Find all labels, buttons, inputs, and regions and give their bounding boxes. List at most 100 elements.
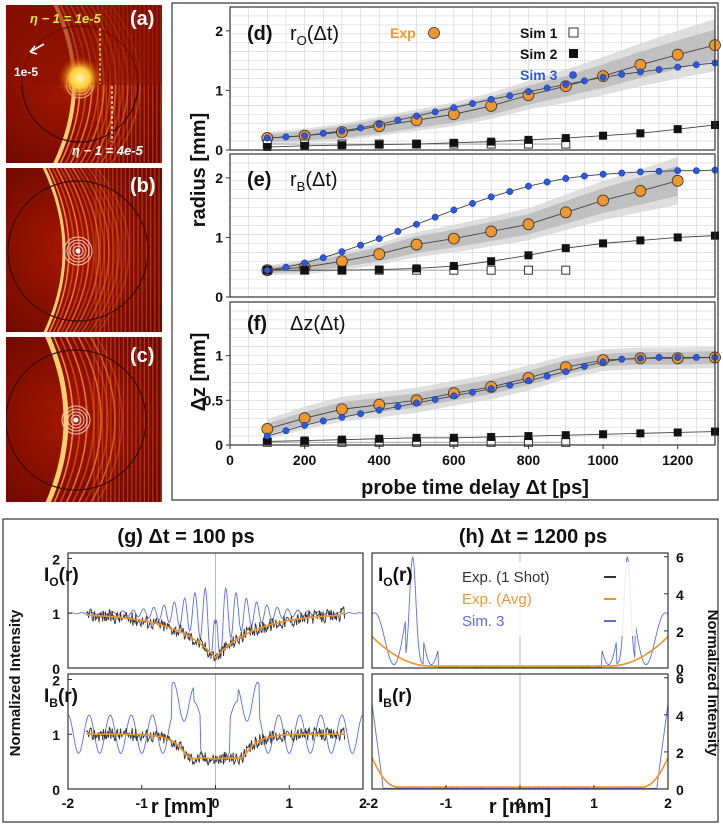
uncertainty-band xyxy=(267,29,715,142)
point-sim2 xyxy=(487,257,496,266)
point-sim3 xyxy=(487,385,495,393)
wavefront-band xyxy=(75,168,105,332)
panel-a-image xyxy=(6,5,162,163)
x-tick-label: 0 xyxy=(212,795,220,811)
wavefront-band xyxy=(71,168,100,332)
point-sim3 xyxy=(618,169,626,177)
point-sim3 xyxy=(375,406,383,414)
point-sim3 xyxy=(580,362,588,370)
uncertainty-band xyxy=(267,165,678,274)
exp-shot-curve xyxy=(86,606,346,662)
point-exp xyxy=(336,255,348,268)
point-sim3 xyxy=(319,129,327,137)
wavefront-band xyxy=(45,337,69,502)
point-sim2 xyxy=(599,430,608,439)
panel-d-label: (d) xyxy=(247,23,273,45)
x-tick-label: 1 xyxy=(590,795,598,811)
wavefront-band xyxy=(91,168,125,332)
point-sim1 xyxy=(523,265,533,275)
point-sim3 xyxy=(450,104,458,112)
point-sim3 xyxy=(506,381,514,389)
point-sim2 xyxy=(636,236,645,245)
point-sim2 xyxy=(524,432,533,441)
point-sim2 xyxy=(449,262,458,271)
x-tick-label: -1 xyxy=(440,795,453,811)
y-tick-label: 0 xyxy=(52,782,60,798)
point-sim3 xyxy=(319,417,327,425)
point-sim3 xyxy=(525,182,532,190)
point-exp xyxy=(559,206,572,219)
title-h: (h) Δt = 1200 ps xyxy=(459,526,607,548)
point-sim3 xyxy=(562,81,570,88)
title-e-arg: (Δt) xyxy=(305,169,337,191)
y-tick-label: 0.5 xyxy=(204,392,224,408)
wavefront-band xyxy=(47,168,70,332)
point-sim3 xyxy=(431,108,439,116)
point-sim3 xyxy=(543,372,551,380)
def-frame xyxy=(171,2,719,501)
center-dot xyxy=(75,248,81,254)
point-sim2 xyxy=(673,233,682,242)
ylabel-radius: radius [mm] xyxy=(188,113,210,227)
title-d-arg: (Δt) xyxy=(307,23,339,45)
point-sim2 xyxy=(263,143,272,152)
legend-h-avg: Exp. (Avg) xyxy=(462,591,532,608)
point-exp xyxy=(485,225,498,238)
point-sim3 xyxy=(580,172,588,180)
x-tick-label: 1200 xyxy=(662,452,693,468)
y-tick-label: 1 xyxy=(215,229,223,245)
point-sim2 xyxy=(412,433,421,442)
point-sim3 xyxy=(618,355,626,363)
wavefront-band xyxy=(67,168,95,332)
ylabel-dz: Δz [mm] xyxy=(188,333,210,412)
inner-ring xyxy=(70,414,82,426)
x-tick-label: -2 xyxy=(366,795,379,811)
point-sim3 xyxy=(525,377,532,385)
panel-c-label: (c) xyxy=(130,345,154,367)
wavefront-band xyxy=(59,168,85,332)
legend-sim3-marker xyxy=(569,71,577,79)
point-sim3 xyxy=(413,112,420,120)
legend-exp-marker xyxy=(428,27,440,39)
panel-a-label: (a) xyxy=(130,8,154,30)
y-tick-label: 0 xyxy=(52,661,60,677)
plot-frame xyxy=(229,301,716,446)
point-sim2 xyxy=(375,434,384,443)
point-exp xyxy=(671,174,684,187)
legend-sim2: Sim 2 xyxy=(520,46,558,62)
point-exp xyxy=(447,232,460,245)
point-sim3 xyxy=(357,410,365,418)
point-sim3 xyxy=(375,120,383,128)
point-sim3 xyxy=(319,254,327,262)
panel-b-label: (b) xyxy=(130,175,156,197)
y-tick-label: 0 xyxy=(215,437,223,453)
x-tick-label: -1 xyxy=(136,795,149,811)
x-tick-label: 1000 xyxy=(587,452,618,468)
profile-frame xyxy=(67,552,364,669)
title-d-sub: O xyxy=(297,33,307,48)
x-tick-label: 0 xyxy=(516,795,524,811)
panel-b-image xyxy=(6,168,162,332)
point-sim3 xyxy=(357,241,365,249)
panel-e-label: (e) xyxy=(247,169,271,191)
wavefront-band xyxy=(59,337,81,502)
y-tick-label: 6 xyxy=(676,671,684,687)
exp-avg-curve xyxy=(86,733,345,760)
point-sim3 xyxy=(655,167,663,175)
point-sim2 xyxy=(300,266,309,275)
x-tick-label: -2 xyxy=(62,795,75,811)
y-tick-label: 1 xyxy=(52,727,60,743)
point-exp xyxy=(410,238,423,251)
wavefront-band xyxy=(79,168,110,332)
panel-f-label: (f) xyxy=(247,313,267,335)
point-sim3 xyxy=(674,167,682,175)
point-sim3 xyxy=(674,63,682,71)
point-sim3 xyxy=(487,95,495,103)
annot-1e5: 1e-5 xyxy=(14,65,38,79)
point-exp xyxy=(597,194,609,207)
point-sim2 xyxy=(449,433,458,442)
hot-spot xyxy=(58,56,102,100)
point-sim3 xyxy=(487,193,495,201)
point-sim2 xyxy=(375,265,384,274)
point-sim3 xyxy=(655,66,663,74)
